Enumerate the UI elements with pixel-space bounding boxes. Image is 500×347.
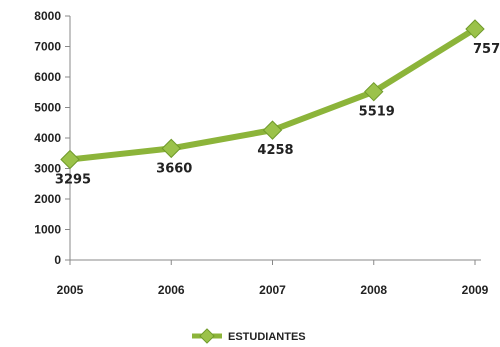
y-tick-label: 6000: [34, 70, 61, 84]
data-point-marker: [262, 120, 283, 140]
y-tick-label: 2000: [34, 192, 61, 206]
y-tick-label: 8000: [34, 9, 61, 23]
legend-label: ESTUDIANTES: [228, 331, 306, 343]
y-tick-label: 0: [54, 253, 61, 267]
data-label: 4258: [257, 143, 293, 158]
y-tick-label: 5000: [34, 101, 61, 115]
legend: ESTUDIANTES: [192, 328, 306, 344]
data-labels: 3295 3660 4258 5519 7575: [55, 42, 500, 188]
x-axis-ticks: 2005 2006 2007 2008 2009: [57, 260, 489, 297]
series-estudiantes: [60, 19, 485, 170]
y-tick-label: 4000: [34, 131, 61, 145]
x-tick-label: 2007: [259, 283, 286, 297]
data-point-marker: [465, 19, 485, 39]
data-label: 3660: [156, 161, 192, 176]
data-label: 7575: [473, 42, 500, 57]
y-axis-ticks: 0 1000 2000 3000 4000 5000 6000 7000 8000: [34, 9, 70, 267]
x-tick-label: 2005: [57, 283, 84, 297]
x-tick-label: 2008: [360, 283, 387, 297]
data-point-marker: [161, 138, 181, 159]
data-label: 3295: [55, 173, 91, 188]
legend-marker-swatch: [199, 328, 215, 344]
data-label: 5519: [359, 105, 395, 120]
y-tick-label: 1000: [34, 223, 61, 237]
y-tick-label: 3000: [34, 162, 61, 176]
x-tick-label: 2009: [462, 283, 489, 297]
series-line: [69, 26, 477, 163]
x-tick-label: 2006: [158, 283, 185, 297]
data-point-marker: [364, 81, 384, 102]
chart-axes: [69, 16, 481, 261]
data-point-marker: [60, 149, 80, 170]
y-tick-label: 7000: [34, 40, 61, 54]
